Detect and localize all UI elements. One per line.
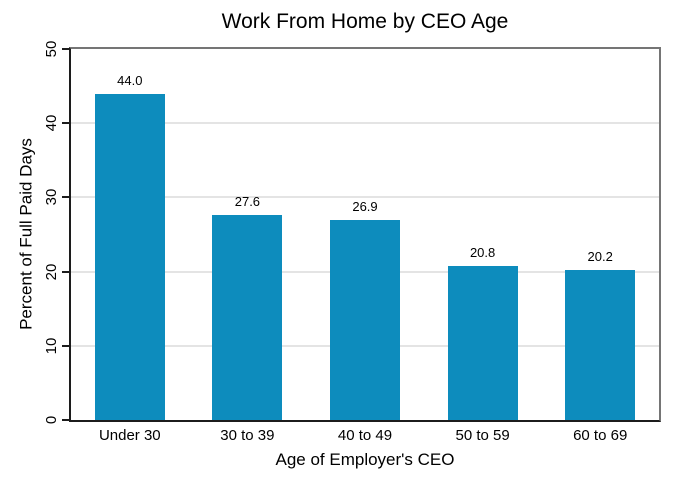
bar-40-to-49 (330, 220, 400, 420)
y-tick-mark-40 (62, 122, 69, 125)
y-tick-label-30: 30 (43, 189, 60, 206)
y-axis-label: Percent of Full Paid Days (16, 138, 35, 330)
y-tick-mark-20 (62, 270, 69, 273)
bar-value-label-30-to-39: 27.6 (234, 194, 261, 210)
chart-title: Work From Home by CEO Age (221, 10, 509, 33)
bar-50-to-59 (447, 265, 518, 420)
y-tick-mark-10 (62, 344, 69, 347)
y-tick-label-50: 50 (43, 40, 60, 58)
y-tick-label-40: 40 (43, 114, 60, 132)
bar-value-label-40-to-49: 26.9 (352, 199, 378, 215)
bar-under-30 (94, 93, 165, 420)
y-tick-label-0: 0 (43, 415, 60, 425)
y-tick-mark-30 (62, 196, 69, 199)
x-tick-label-40-to-49: 40 to 49 (337, 427, 393, 444)
y-tick-mark-50 (62, 48, 69, 50)
x-tick-label-30-to-39: 30 to 39 (220, 427, 275, 444)
x-tick-label-60-to-69: 60 to 69 (573, 427, 628, 444)
gridline-30 (71, 196, 659, 199)
x-axis-label: Age of Employer's CEO (275, 450, 455, 469)
gridline-40 (71, 122, 659, 125)
bar-30-to-39 (212, 215, 283, 420)
y-tick-label-20: 20 (43, 263, 60, 280)
bar-value-label-50-to-59: 20.8 (469, 244, 496, 260)
bar-value-label-under-30: 44.0 (117, 72, 143, 88)
x-tick-label-under-30: Under 30 (98, 427, 161, 444)
y-tick-label-10: 10 (43, 337, 60, 355)
x-tick-label-50-to-59: 50 to 59 (455, 427, 510, 444)
bar-60-to-69 (565, 270, 636, 420)
y-tick-mark-0 (62, 419, 69, 421)
bar-value-label-60-to-69: 20.2 (587, 249, 613, 265)
